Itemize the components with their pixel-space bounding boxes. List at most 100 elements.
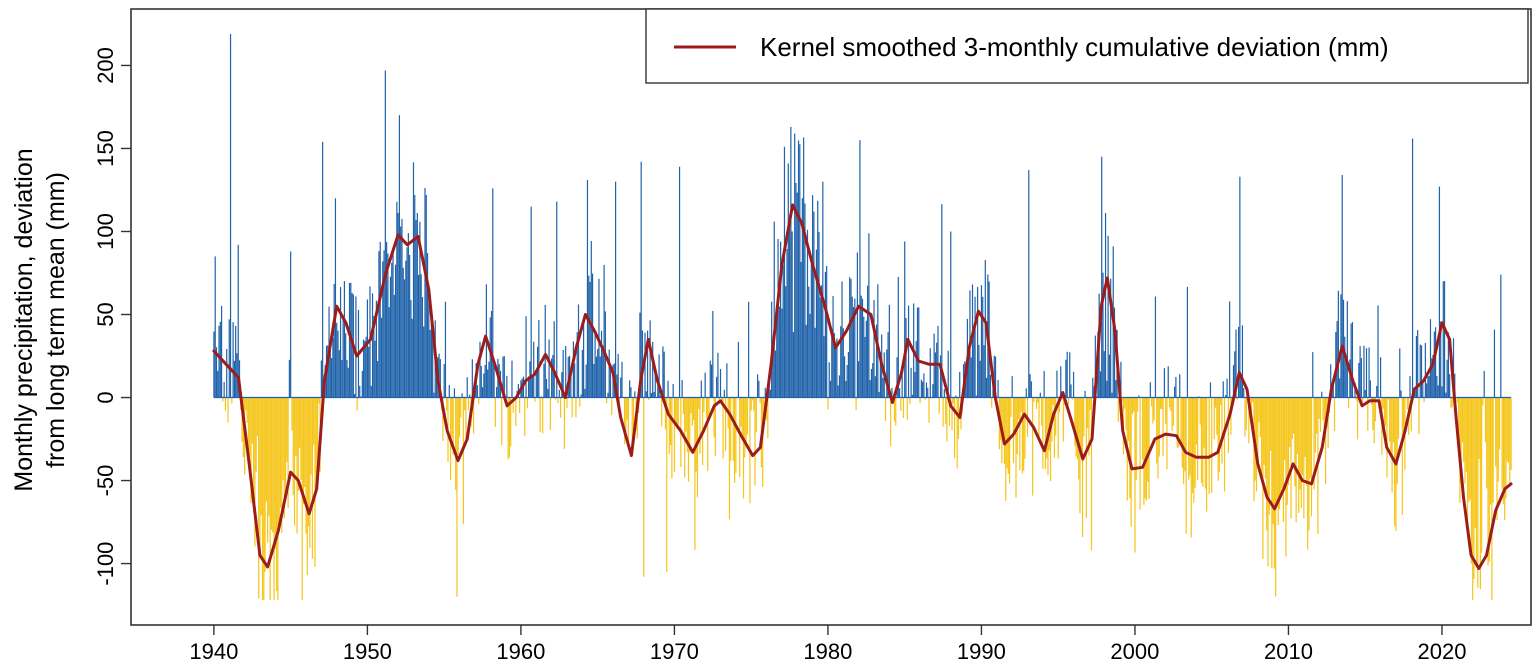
negative-bar: [451, 397, 453, 438]
negative-bar: [694, 397, 696, 550]
positive-bar: [1436, 376, 1438, 398]
positive-bar: [796, 192, 798, 398]
negative-bar: [563, 397, 566, 449]
positive-bar: [608, 349, 610, 398]
positive-bar: [423, 326, 425, 398]
negative-bar: [260, 397, 262, 516]
positive-bar: [237, 244, 239, 398]
negative-bar: [1033, 397, 1035, 403]
positive-bar: [379, 241, 381, 398]
negative-bar: [1124, 397, 1126, 409]
positive-bar: [989, 374, 992, 398]
positive-bar: [748, 301, 750, 398]
positive-bar: [950, 231, 952, 398]
positive-bar: [362, 339, 365, 398]
negative-bar: [1135, 397, 1137, 481]
negative-bar: [1002, 397, 1004, 436]
negative-bar: [1403, 397, 1405, 435]
positive-bar: [393, 294, 395, 398]
positive-bar: [820, 285, 823, 398]
negative-bar: [1307, 397, 1309, 550]
positive-bar: [365, 336, 367, 398]
negative-bar: [759, 397, 761, 403]
negative-bar: [1015, 397, 1017, 498]
negative-bar: [902, 397, 905, 419]
positive-bar: [1225, 395, 1227, 398]
negative-bar: [1161, 397, 1163, 410]
positive-bar: [461, 393, 463, 398]
negative-bar: [282, 397, 284, 481]
positive-bar: [861, 298, 864, 398]
positive-bar: [444, 301, 447, 398]
positive-bar: [778, 306, 780, 398]
positive-bar: [1349, 359, 1351, 398]
positive-bar: [974, 296, 976, 398]
negative-bar: [501, 397, 503, 446]
negative-bar: [494, 397, 496, 427]
negative-bar: [740, 397, 742, 427]
positive-bar: [368, 346, 370, 398]
positive-bar: [1110, 278, 1112, 398]
positive-bar: [818, 231, 820, 398]
positive-bar: [1107, 235, 1109, 398]
positive-bar: [1030, 381, 1032, 398]
positive-bar: [887, 332, 889, 398]
x-tick-label: 1980: [803, 639, 852, 664]
positive-bar: [425, 194, 427, 398]
positive-bar: [235, 325, 237, 398]
positive-bar: [1235, 329, 1237, 398]
negative-bar: [1249, 397, 1251, 400]
positive-bar: [901, 373, 903, 398]
positive-bar: [348, 282, 351, 398]
negative-bar: [458, 397, 461, 438]
negative-bar: [1468, 397, 1470, 502]
negative-bar: [1144, 397, 1146, 499]
negative-bar: [512, 397, 514, 414]
positive-bar: [773, 221, 775, 398]
positive-bar: [1335, 332, 1337, 398]
positive-bar: [737, 341, 740, 398]
y-tick-label: 100: [93, 213, 118, 250]
positive-bar: [609, 367, 612, 398]
positive-bar: [382, 261, 384, 398]
positive-bar: [1240, 379, 1242, 398]
positive-bar: [1154, 296, 1157, 398]
negative-bar: [292, 397, 294, 496]
negative-bar: [1165, 397, 1167, 424]
positive-bar: [875, 324, 878, 398]
negative-bar: [1188, 397, 1190, 480]
positive-bar: [391, 262, 393, 398]
negative-bar: [300, 397, 302, 480]
negative-bar: [1217, 397, 1219, 481]
x-tick-label: 1970: [650, 639, 699, 664]
positive-bar: [845, 380, 847, 398]
positive-bar: [1186, 286, 1189, 398]
negative-bar: [1294, 397, 1296, 487]
positive-bar: [918, 307, 920, 398]
positive-bar: [414, 194, 416, 398]
positive-bar: [1414, 390, 1416, 398]
negative-bar: [1304, 397, 1306, 457]
positive-bar: [886, 349, 888, 398]
negative-bar: [301, 397, 303, 601]
positive-bar: [538, 320, 540, 398]
positive-bar: [338, 350, 340, 398]
negative-bar: [1185, 397, 1187, 534]
negative-bar: [1085, 397, 1087, 519]
positive-bar: [1426, 383, 1428, 398]
positive-bar: [616, 374, 618, 398]
positive-bar: [1113, 307, 1116, 398]
negative-bar: [762, 397, 764, 487]
positive-bar: [785, 286, 787, 398]
negative-bar: [566, 397, 568, 408]
positive-bar: [1138, 395, 1140, 398]
positive-bar: [1427, 376, 1429, 398]
negative-bar: [1177, 397, 1180, 448]
positive-bar: [341, 359, 343, 398]
negative-bar: [928, 397, 930, 423]
negative-bar: [1147, 397, 1149, 482]
negative-bar: [249, 397, 251, 457]
positive-bar: [621, 361, 623, 398]
positive-bar: [1432, 354, 1434, 398]
positive-bar: [667, 380, 669, 398]
